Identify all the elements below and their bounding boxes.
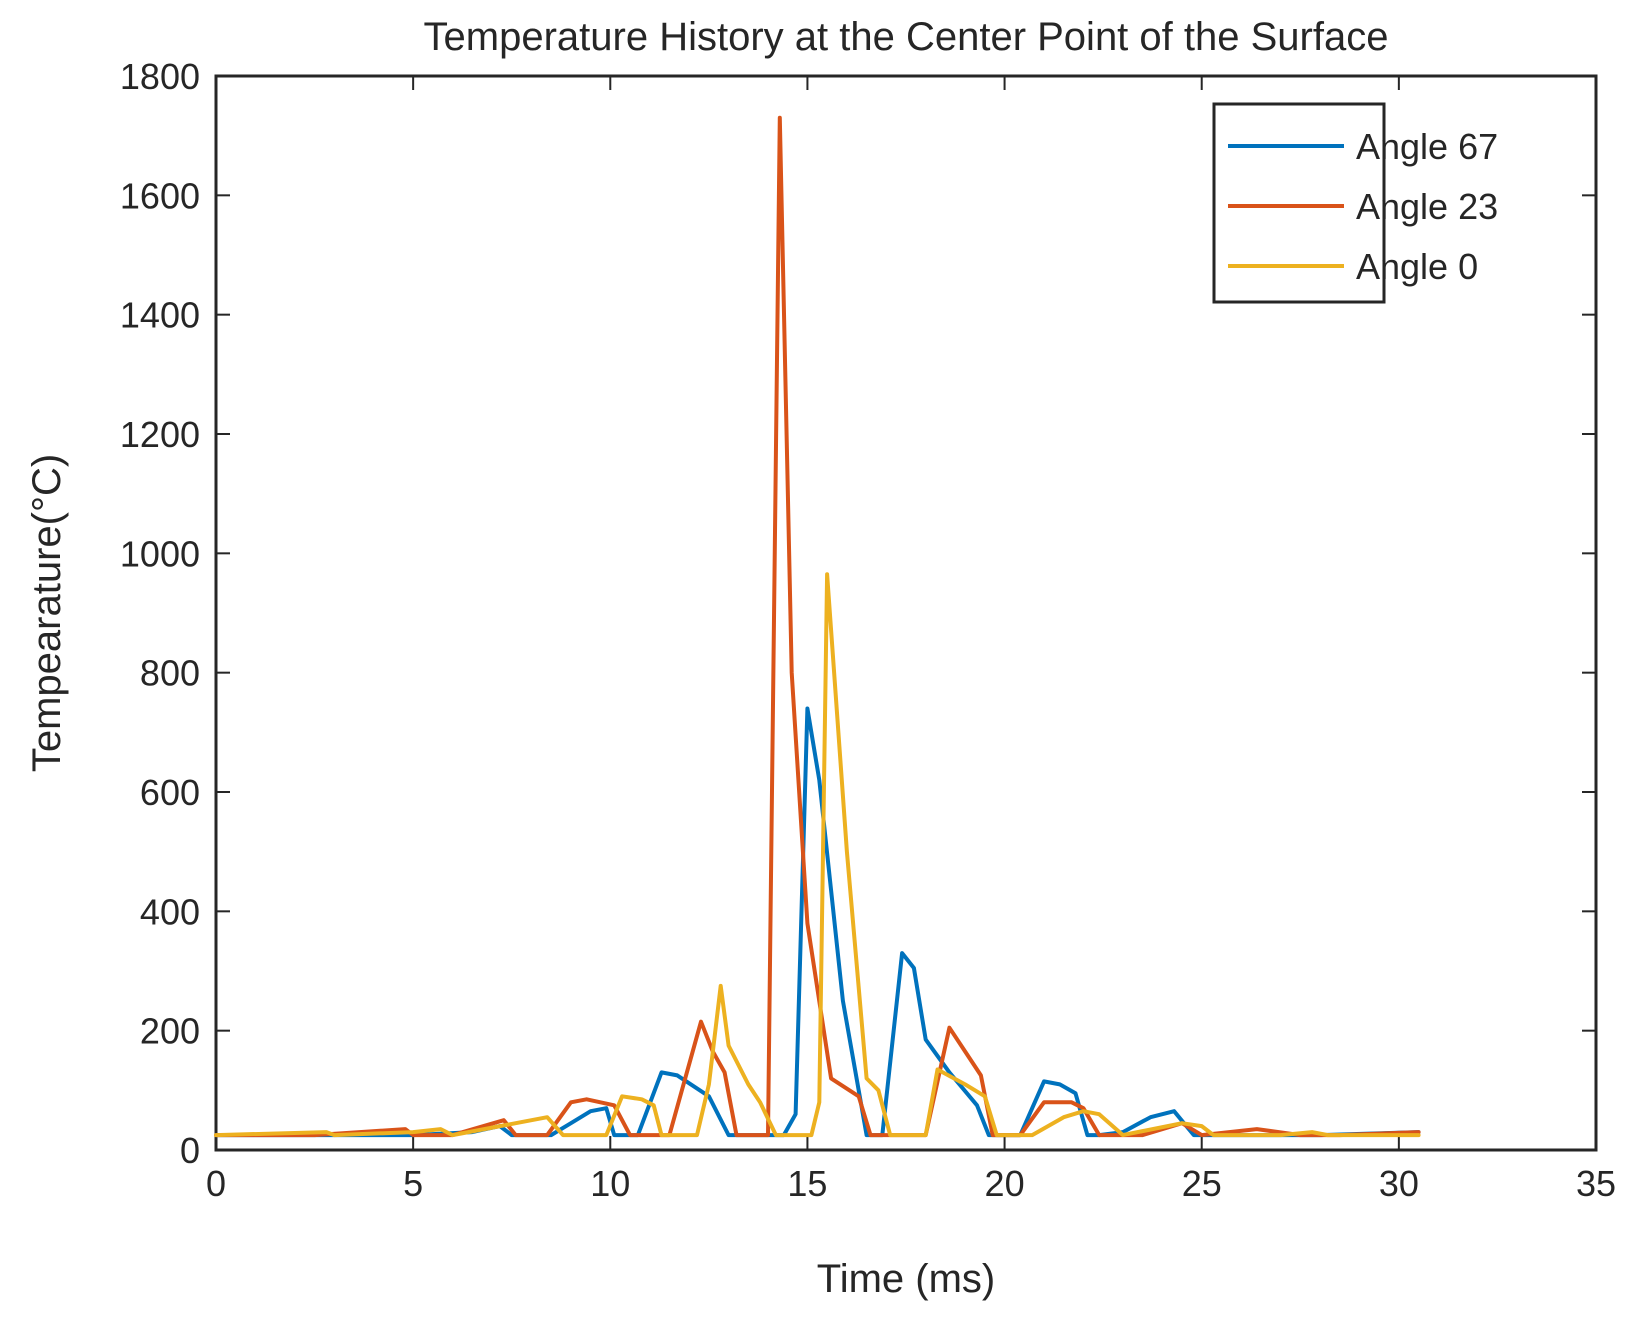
legend-label: Angle 0 <box>1356 246 1478 287</box>
x-tick-label: 0 <box>206 1163 226 1204</box>
legend-label: Angle 67 <box>1356 126 1498 167</box>
y-tick-label: 1000 <box>120 533 200 574</box>
x-tick-label: 15 <box>787 1163 827 1204</box>
plot-area <box>214 74 1598 1152</box>
x-tick-label: 20 <box>985 1163 1025 1204</box>
series-layer <box>214 115 1421 1138</box>
x-tick-label: 10 <box>590 1163 630 1204</box>
legend: Angle 67 Angle 23 Angle 0 <box>1212 102 1498 304</box>
x-tick-label: 25 <box>1182 1163 1222 1204</box>
chart-title: Temperature History at the Center Point … <box>424 15 1389 59</box>
y-tick-label: 400 <box>140 891 200 932</box>
y-tick-label: 800 <box>140 653 200 694</box>
x-tick-label: 5 <box>403 1163 423 1204</box>
x-axis: 0 5 10 15 20 25 30 35 <box>206 76 1616 1204</box>
y-tick-label: 1600 <box>120 175 200 216</box>
y-axis: 0 200 400 600 800 1000 1200 1400 1600 1800 <box>120 56 1596 1171</box>
x-axis-label: Time (ms) <box>817 1257 995 1301</box>
y-axis-label: Tempearature(°C) <box>25 454 69 772</box>
y-tick-label: 1400 <box>120 295 200 336</box>
y-tick-label: 1800 <box>120 56 200 97</box>
y-tick-label: 1200 <box>120 414 200 455</box>
x-tick-label: 35 <box>1576 1163 1616 1204</box>
series-line-angle-0 <box>214 572 1421 1138</box>
legend-label: Angle 23 <box>1356 186 1498 227</box>
y-tick-label: 0 <box>180 1130 200 1171</box>
legend-box <box>1212 102 1386 304</box>
x-tick-label: 30 <box>1379 1163 1419 1204</box>
y-tick-label: 200 <box>140 1011 200 1052</box>
y-tick-label: 600 <box>140 772 200 813</box>
